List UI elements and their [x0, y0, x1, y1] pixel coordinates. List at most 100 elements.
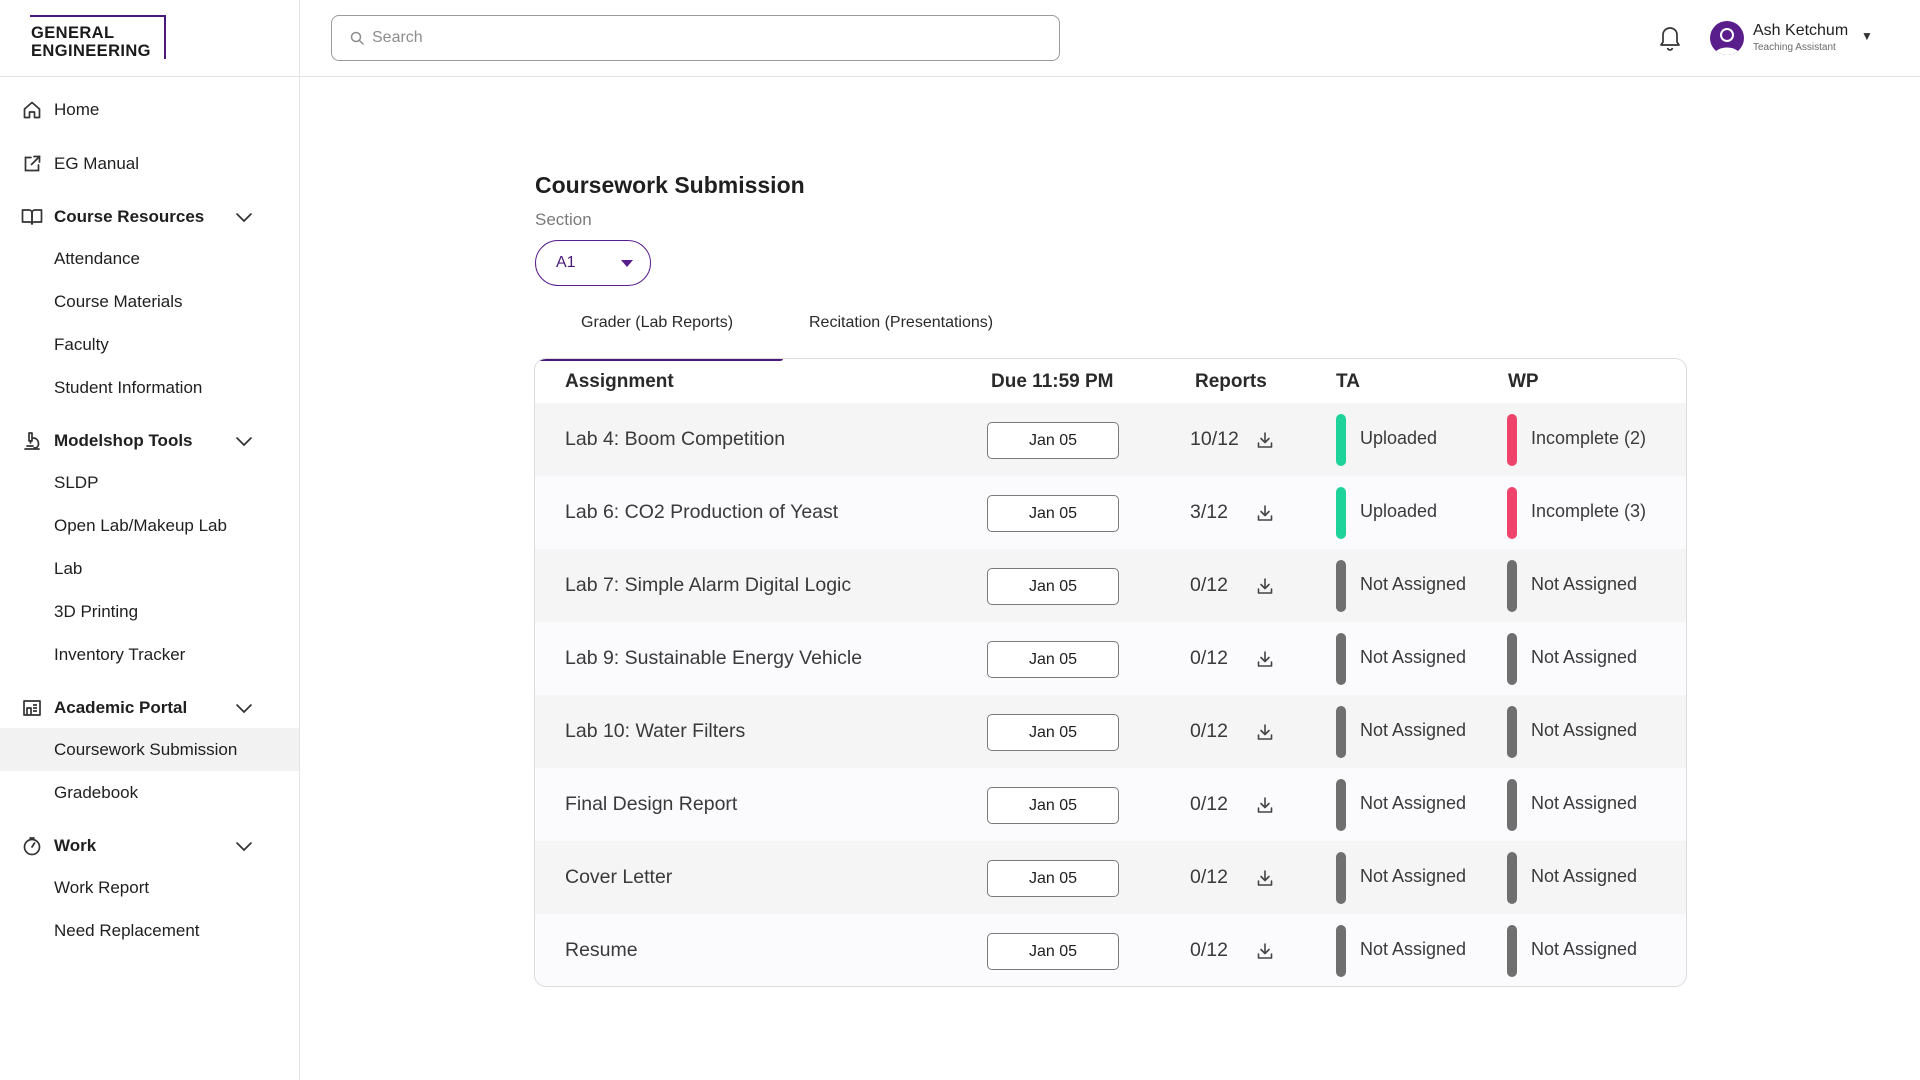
table-row: Lab 6: CO2 Production of Yeast Jan 05 3/…: [535, 476, 1686, 549]
user-role: Teaching Assistant: [1753, 42, 1836, 53]
assignment-name[interactable]: Final Design Report: [565, 793, 738, 815]
wp-status-bar: [1507, 487, 1517, 539]
reports-count: 10/12: [1190, 428, 1239, 450]
sidebar-item-home[interactable]: Home: [0, 89, 299, 131]
due-date-button[interactable]: Jan 05: [987, 568, 1119, 605]
header-ta: TA: [1336, 371, 1360, 392]
ta-status-bar: [1336, 633, 1346, 685]
ta-status: Not Assigned: [1360, 939, 1467, 959]
assignment-name[interactable]: Lab 6: CO2 Production of Yeast: [565, 501, 839, 523]
sidebar-item-open-lab[interactable]: Open Lab/Makeup Lab: [54, 515, 227, 535]
download-icon[interactable]: [1255, 649, 1275, 669]
section-select[interactable]: A1: [535, 240, 651, 286]
search-icon: [350, 31, 364, 45]
download-icon[interactable]: [1255, 868, 1275, 888]
sidebar-item-student-information[interactable]: Student Information: [54, 377, 203, 397]
assignment-name[interactable]: Cover Letter: [565, 866, 673, 888]
user-icon: [1714, 28, 1740, 55]
sidebar-item-coursework-submission[interactable]: Coursework Submission: [0, 728, 299, 771]
download-icon[interactable]: [1255, 503, 1275, 523]
logo-line-1: GENERAL: [31, 24, 115, 42]
wp-status: Incomplete (2): [1531, 428, 1647, 448]
stopwatch-icon: [21, 835, 43, 857]
sidebar-item-sldp[interactable]: SLDP: [54, 472, 99, 492]
assignment-name[interactable]: Lab 4: Boom Competition: [565, 428, 786, 450]
download-icon[interactable]: [1255, 722, 1275, 742]
search-box[interactable]: [331, 15, 1060, 61]
sidebar-item-faculty[interactable]: Faculty: [54, 334, 109, 354]
sidebar-item-3d-printing[interactable]: 3D Printing: [54, 601, 139, 621]
sidebar-group-label: Academic Portal: [54, 698, 188, 717]
search-input[interactable]: [372, 29, 1012, 47]
table-row: Cover Letter Jan 05 0/12 Not Assigned No…: [535, 841, 1686, 914]
wp-status-bar: [1507, 414, 1517, 466]
sidebar-group-academic-portal[interactable]: Academic Portal: [0, 688, 299, 728]
download-icon[interactable]: [1255, 941, 1275, 961]
user-name[interactable]: Ash Ketchum: [1753, 22, 1849, 39]
caret-down-icon: [621, 260, 633, 267]
sidebar-item-course-materials[interactable]: Course Materials: [54, 291, 183, 311]
assignment-name[interactable]: Resume: [565, 939, 638, 961]
sidebar-item-attendance[interactable]: Attendance: [54, 248, 141, 268]
due-date-button[interactable]: Jan 05: [987, 714, 1119, 751]
sidebar: GENERAL ENGINEERING Home EG Manual Cours…: [0, 0, 300, 1080]
portal-icon: [21, 697, 43, 719]
reports-count: 0/12: [1190, 939, 1228, 961]
due-date-button[interactable]: Jan 05: [987, 641, 1119, 678]
ta-status-bar: [1336, 560, 1346, 612]
chevron-down-icon[interactable]: [234, 838, 254, 854]
download-icon[interactable]: [1255, 576, 1275, 596]
sidebar-group-course-resources[interactable]: Course Resources: [0, 197, 299, 237]
avatar[interactable]: [1710, 21, 1744, 55]
header-reports: Reports: [1195, 371, 1267, 392]
sidebar-item-eg-manual[interactable]: EG Manual: [0, 131, 299, 197]
due-date-button[interactable]: Jan 05: [987, 495, 1119, 532]
ta-status-bar: [1336, 706, 1346, 758]
assignment-name[interactable]: Lab 7: Simple Alarm Digital Logic: [565, 574, 852, 596]
table-header: Assignment Due 11:59 PM Reports TA WP: [535, 359, 1686, 403]
sidebar-group-modelshop-tools[interactable]: Modelshop Tools: [0, 421, 299, 461]
chevron-down-icon[interactable]: [234, 700, 254, 716]
assignment-name[interactable]: Lab 10: Water Filters: [565, 720, 746, 742]
sidebar-item-inventory-tracker[interactable]: Inventory Tracker: [54, 644, 186, 664]
top-bar: Ash Ketchum Teaching Assistant ▼: [300, 0, 1920, 77]
tab-recitation[interactable]: Recitation (Presentations): [809, 314, 994, 331]
ta-status: Not Assigned: [1360, 793, 1467, 813]
due-date-button[interactable]: Jan 05: [987, 422, 1119, 459]
microscope-icon: [21, 430, 43, 452]
logo[interactable]: GENERAL ENGINEERING: [30, 15, 166, 60]
wp-status: Incomplete (3): [1531, 501, 1647, 521]
bell-icon[interactable]: [1656, 23, 1684, 53]
ta-status: Not Assigned: [1360, 574, 1467, 594]
download-icon[interactable]: [1255, 430, 1275, 450]
reports-count: 0/12: [1190, 647, 1228, 669]
sidebar-item-lab[interactable]: Lab: [54, 558, 83, 578]
due-date-button[interactable]: Jan 05: [987, 933, 1119, 970]
due-date-button[interactable]: Jan 05: [987, 860, 1119, 897]
table-row: Lab 4: Boom Competition Jan 05 10/12 Upl…: [535, 403, 1686, 476]
reports-count: 0/12: [1190, 720, 1228, 742]
user-menu-caret-icon[interactable]: ▼: [1861, 29, 1873, 43]
ta-status-bar: [1336, 487, 1346, 539]
chevron-down-icon[interactable]: [234, 209, 254, 225]
download-icon[interactable]: [1255, 795, 1275, 815]
ta-status-bar: [1336, 925, 1346, 977]
section-select-value: A1: [556, 254, 576, 271]
chevron-down-icon[interactable]: [234, 433, 254, 449]
sidebar-item-label: Home: [54, 100, 100, 119]
sidebar-item-gradebook[interactable]: Gradebook: [54, 782, 139, 802]
header-due: Due 11:59 PM: [991, 371, 1114, 392]
assignment-name[interactable]: Lab 9: Sustainable Energy Vehicle: [565, 647, 863, 669]
tab-grader[interactable]: Grader (Lab Reports): [581, 314, 734, 331]
wp-status: Not Assigned: [1531, 720, 1638, 740]
due-date-button[interactable]: Jan 05: [987, 787, 1119, 824]
ta-status: Uploaded: [1360, 428, 1438, 448]
sidebar-item-work-report[interactable]: Work Report: [54, 877, 150, 897]
sidebar-nav: Home EG Manual Course Resources Attendan…: [0, 77, 299, 952]
sidebar-item-need-replacement[interactable]: Need Replacement: [54, 920, 200, 940]
table-row: Final Design Report Jan 05 0/12 Not Assi…: [535, 768, 1686, 841]
wp-status-bar: [1507, 779, 1517, 831]
external-link-icon: [21, 153, 43, 175]
table-row: Lab 7: Simple Alarm Digital Logic Jan 05…: [535, 549, 1686, 622]
sidebar-group-work[interactable]: Work: [0, 826, 299, 866]
